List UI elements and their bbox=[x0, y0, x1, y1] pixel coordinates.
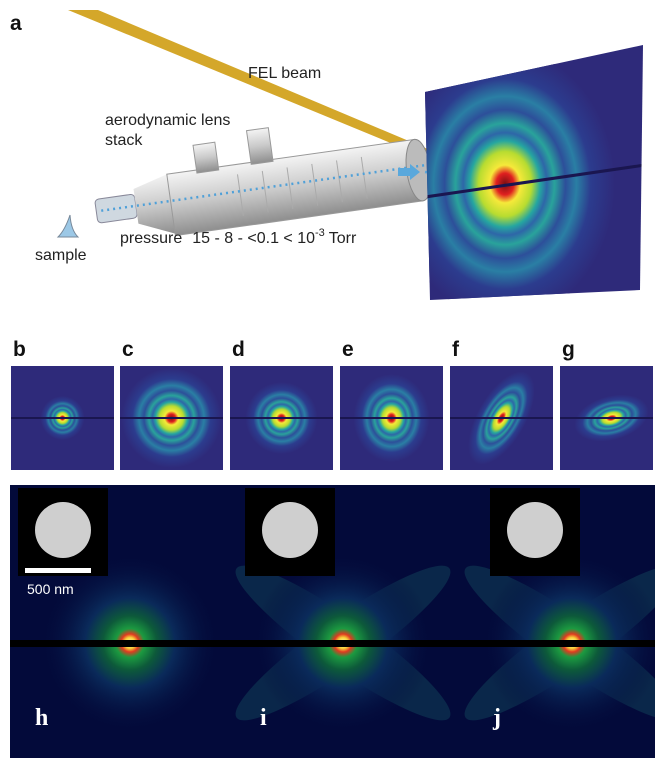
panel-label: h bbox=[35, 705, 48, 731]
panel-label: j bbox=[492, 705, 501, 731]
panel-label: g bbox=[562, 338, 575, 361]
pressure-values: 15 - 8 - <0.1 < 10 bbox=[192, 230, 315, 247]
pattern-row: b c d e f g bbox=[11, 338, 654, 475]
pressure-label: pressure 15 - 8 - <0.1 < 10-3 Torr bbox=[120, 227, 357, 247]
particle bbox=[507, 502, 563, 558]
pressure-unit: Torr bbox=[329, 230, 357, 247]
lens-label: aerodynamic lens bbox=[105, 112, 230, 129]
panel-label: c bbox=[122, 338, 134, 361]
panel-label: e bbox=[342, 338, 354, 361]
panel-label: i bbox=[260, 705, 267, 731]
sample-label: sample bbox=[35, 247, 87, 264]
pressure-exponent: -3 bbox=[315, 227, 325, 239]
lens-label: stack bbox=[105, 132, 143, 149]
figure: a FEL beam aerodynamic lens stack sample… bbox=[0, 0, 655, 758]
pressure-word: pressure bbox=[120, 230, 182, 247]
particle bbox=[262, 502, 318, 558]
panel-label: d bbox=[232, 338, 245, 361]
beam-stop bbox=[10, 640, 655, 647]
scale-bar bbox=[25, 568, 91, 573]
beam-label: FEL beam bbox=[248, 65, 321, 82]
particle bbox=[35, 502, 91, 558]
panel-label: b bbox=[13, 338, 26, 361]
scale-label: 500 nm bbox=[27, 581, 74, 597]
detector bbox=[395, 40, 650, 319]
panel-label: a bbox=[10, 12, 22, 35]
panel-label: f bbox=[452, 338, 460, 361]
